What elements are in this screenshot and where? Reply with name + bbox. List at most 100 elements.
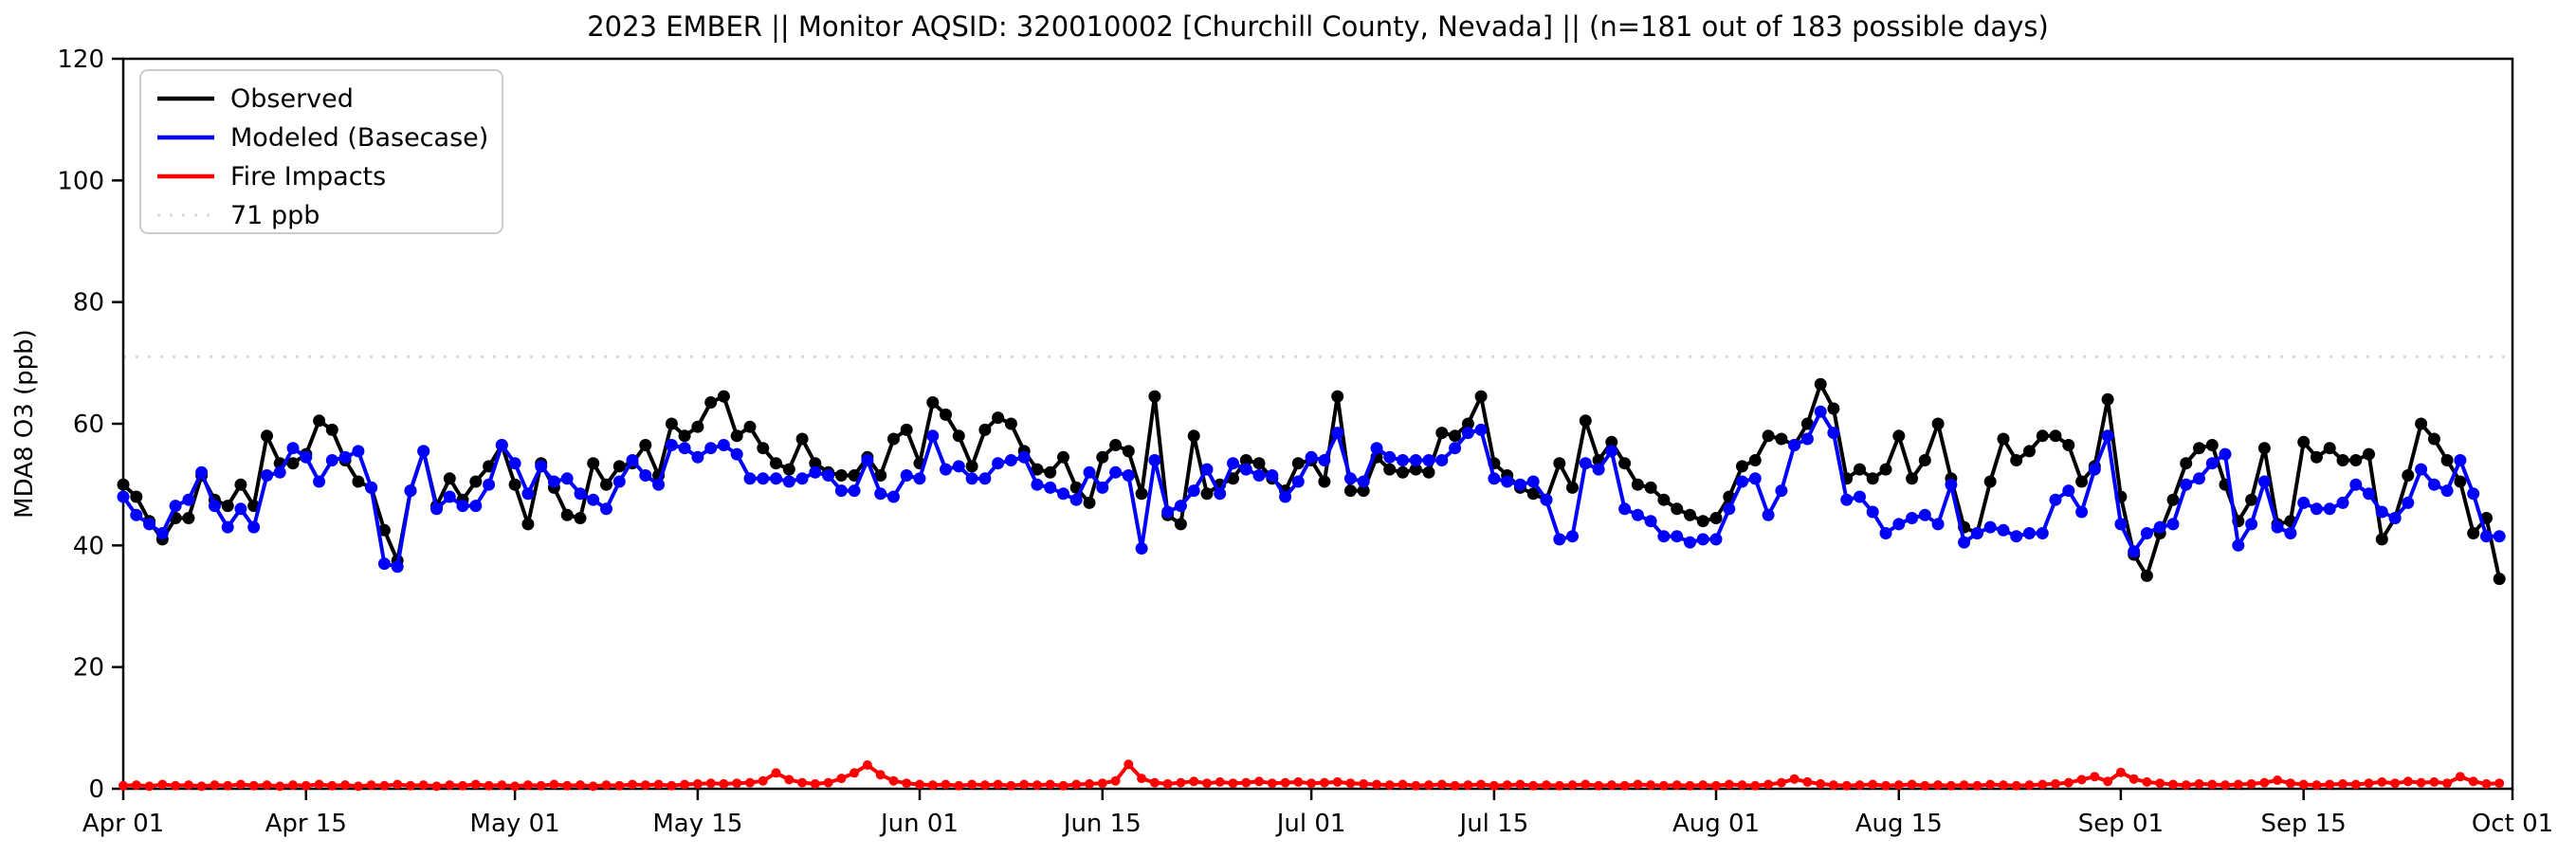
series-marker [1449,429,1462,443]
series-marker [495,439,508,451]
series-marker [155,527,169,539]
series-marker [1187,484,1200,498]
series-marker [1057,487,1069,501]
series-marker [1959,780,1969,791]
series-marker [2257,442,2271,455]
series-marker [574,512,587,524]
series-marker [327,780,338,791]
series-marker [952,460,965,473]
series-marker [352,445,365,458]
series-marker [314,779,324,790]
series-line-modeled-basecase- [121,410,2502,569]
series-marker [2246,778,2256,789]
series-marker [1332,776,1343,787]
series-marker [1044,465,1057,479]
series-marker [2024,780,2035,791]
series-marker [1709,512,1723,524]
series-marker [1542,780,1551,791]
series-marker [1580,779,1591,790]
series-marker [508,457,521,470]
series-marker [1383,463,1397,476]
series-marker [1266,469,1279,482]
series-marker [848,484,861,498]
series-marker [1800,417,1814,430]
series-marker [1149,777,1160,788]
series-marker [1305,450,1318,464]
series-marker [1827,402,1840,415]
series-marker [978,423,992,436]
series-marker [247,520,261,534]
series-marker [1698,780,1708,791]
series-marker [1370,442,1383,455]
series-marker [940,463,952,476]
series-marker [1384,780,1395,791]
series-marker [1502,780,1512,791]
series-marker [1214,487,1227,501]
series-marker [1058,780,1069,791]
series-marker [809,465,822,479]
series-marker [1162,778,1173,789]
series-marker [2140,527,2153,539]
series-marker [979,780,990,791]
series-marker [1422,454,1435,466]
series-marker [1592,463,1605,476]
series-marker [2140,569,2153,582]
series-marker [117,478,130,491]
series-marker [1854,780,1865,791]
series-marker [1879,527,1892,539]
series-marker [262,780,272,791]
series-marker [1489,780,1499,791]
series-marker [1762,429,1775,443]
series-marker [1619,780,1630,791]
series-marker [1252,457,1266,470]
series-marker [508,478,521,491]
series-marker [1280,777,1290,788]
series-marker [574,487,587,501]
series-marker [325,423,338,436]
series-marker [560,472,574,485]
series-marker [1696,515,1709,528]
series-marker [1997,523,2010,537]
series-marker [1227,457,1239,470]
series-marker [1711,780,1721,791]
x-tick-label: May 15 [652,810,742,838]
series-marker [965,472,978,485]
series-marker [2442,778,2453,789]
series-marker [2467,527,2480,539]
series-marker [221,500,234,513]
series-marker [470,779,481,790]
series-marker [2494,778,2505,789]
series-marker [730,429,743,443]
series-marker [913,472,926,485]
series-marker [1097,778,1107,789]
series-marker [522,780,533,791]
series-marker [417,445,430,458]
series-marker [182,512,195,524]
series-marker [286,457,300,470]
series-marker [1227,472,1239,485]
series-marker [874,487,887,501]
series-marker [2010,454,2023,466]
series-marker [1122,469,1135,482]
series-marker [562,780,573,791]
series-marker [2011,780,2021,791]
series-marker [1200,463,1214,476]
series-marker [1906,472,1919,485]
series-marker [1816,778,1826,789]
series-marker [1528,780,1539,791]
series-marker [639,469,652,482]
series-marker [1031,478,1044,491]
series-marker [705,778,716,789]
series-marker [601,780,612,791]
series-marker [888,775,899,786]
series-marker [2285,778,2295,789]
series-marker [902,778,912,789]
series-marker [131,780,141,791]
series-marker [1618,457,1632,470]
series-marker [1685,780,1695,791]
series-marker [628,779,637,790]
series-marker [273,465,286,479]
series-marker [535,460,548,473]
series-marker [2375,533,2388,546]
series-marker [2297,435,2311,448]
